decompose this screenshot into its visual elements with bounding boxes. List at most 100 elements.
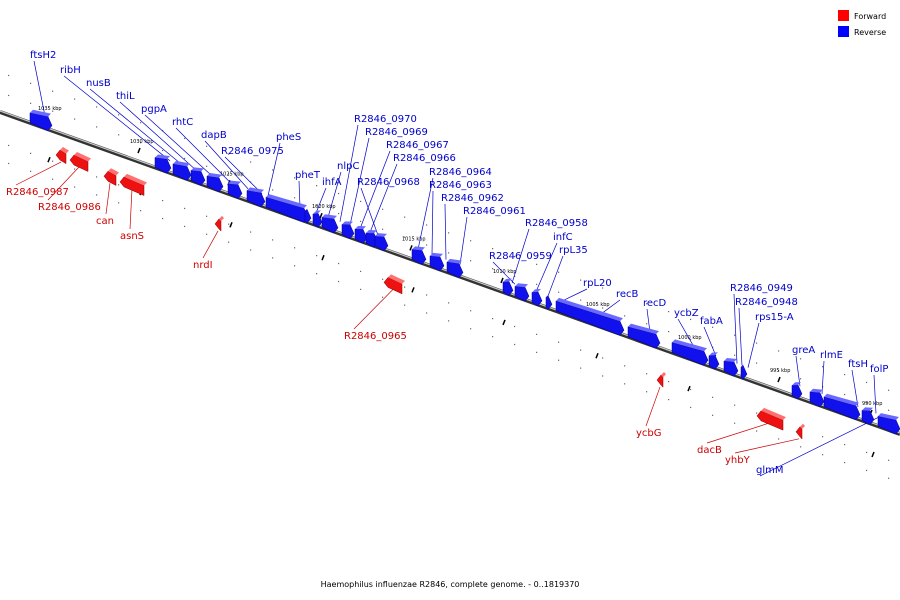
scale-label: 1005 kbp [586, 302, 610, 308]
gene-arrow-thil[interactable] [190, 167, 206, 186]
ruler-dot [866, 381, 868, 384]
ruler-dot [360, 200, 362, 202]
gene-arrow-nrdi[interactable] [214, 215, 224, 232]
ruler-dot [668, 310, 670, 313]
gene-label-r2846-0949: R2846_0949 [730, 283, 793, 294]
ruler-dot [602, 287, 604, 289]
gene-arrow-yhby[interactable] [795, 423, 805, 440]
ruler-dot [756, 412, 758, 414]
gene-arrow-ycbg[interactable] [656, 372, 666, 388]
scale-tick-lower [229, 222, 233, 228]
ruler-dot [52, 178, 54, 180]
gene-arrow-asns[interactable] [119, 173, 147, 196]
legend-reverse-swatch [838, 26, 849, 37]
ruler-dot [140, 142, 142, 144]
gene-arrow-r2846-0987[interactable] [55, 147, 69, 165]
gene-label-r2846-0975: R2846_0975 [221, 146, 284, 157]
gene-arrow-r2846-0964[interactable] [446, 258, 464, 278]
ruler-dot [866, 401, 868, 404]
ruler-dot [316, 255, 318, 257]
connector-r2846-0959 [492, 261, 516, 285]
ruler-dot [96, 176, 98, 178]
connector-r2846-0961 [459, 216, 468, 265]
scale-tick-lower [595, 352, 599, 359]
gene-arrow-r2846-0962[interactable] [514, 283, 530, 302]
connector-pgpa [144, 114, 213, 177]
ruler-dot [558, 341, 560, 343]
gene-arrow-dapb[interactable] [246, 187, 266, 208]
ruler-dot [536, 283, 538, 285]
connector-ycbg [645, 386, 661, 427]
ruler-dot [580, 349, 582, 351]
gene-label-ihfa: ihfA [322, 177, 342, 188]
gene-arrow-rps15-a[interactable] [877, 413, 900, 435]
gene-label-pgpa: pgpA [141, 104, 167, 115]
gene-arrow-r2846-0965[interactable] [383, 274, 405, 295]
gene-labels: ftsH2ribHnusBthiLpgpArhtCdapBR2846_0975p… [6, 50, 888, 476]
gene-arrows[interactable] [29, 109, 900, 440]
connector-r2846-0958 [511, 228, 530, 284]
gene-arrow-r2846-0975[interactable] [265, 194, 309, 223]
ruler-dot [558, 291, 560, 293]
connector-asns [129, 188, 133, 230]
ruler-dot [778, 438, 780, 440]
ruler-dot [756, 430, 758, 432]
connector-ftsh [851, 369, 859, 408]
gene-arrow-nlpc[interactable] [341, 221, 355, 239]
gene-arrow-phes[interactable] [304, 206, 312, 224]
gene-arrow-rhtc[interactable] [227, 180, 243, 199]
ruler-dot [844, 373, 846, 376]
ruler-dot [96, 106, 98, 108]
ruler-dot [734, 404, 736, 406]
connector-rlme [821, 360, 825, 395]
ruler-dot [734, 422, 736, 424]
gene-arrow-dacb[interactable] [756, 407, 786, 431]
gene-arrow-r2846-0948[interactable] [861, 407, 875, 426]
scale-tick-lower [47, 156, 51, 163]
scale-label: 995 kbp [770, 368, 790, 374]
ruler-dot [448, 320, 450, 322]
gene-label-r2846-0966: R2846_0966 [393, 153, 456, 164]
gene-arrow-rpl20[interactable] [708, 352, 720, 370]
gene-arrow-recb[interactable] [723, 358, 739, 377]
ruler-dot [206, 233, 208, 235]
gene-label-asns: asnS [120, 231, 144, 242]
gene-arrow-r2846-0949[interactable] [823, 393, 861, 420]
connector-glmm [759, 415, 883, 477]
gene-label-nrdi: nrdI [193, 260, 213, 271]
gene-arrow-nusb[interactable] [172, 160, 192, 181]
scale-tick-lower [687, 385, 691, 392]
ruler-dot [778, 350, 780, 352]
gene-arrow-ihfa[interactable] [321, 214, 339, 234]
gene-label-phet: pheT [295, 170, 321, 181]
connector-phet [298, 180, 301, 208]
gene-arrow-recd[interactable] [740, 362, 748, 380]
ruler-dot [360, 288, 362, 290]
gene-arrow-rpl35[interactable] [627, 323, 661, 349]
gene-arrow-ribh[interactable] [154, 154, 172, 174]
gene-arrow-r2846-0968[interactable] [429, 252, 445, 272]
gene-arrow-r2846-0967[interactable] [374, 233, 389, 252]
gene-arrow-infc[interactable] [555, 297, 625, 336]
gene-arrow-ycbz[interactable] [791, 381, 803, 400]
gene-arrow-r2846-0986[interactable] [69, 152, 91, 172]
gene-arrow-r2846-0966[interactable] [411, 246, 427, 265]
gene-arrow-r2846-0970[interactable] [354, 226, 368, 244]
ruler-dot [734, 334, 736, 336]
ruler-dot [250, 161, 252, 163]
ruler-dot [118, 134, 120, 136]
gene-arrow-phet[interactable] [312, 210, 323, 228]
gene-arrow-pgpa[interactable] [206, 173, 224, 193]
gene-arrow-r2846-0958[interactable] [545, 292, 553, 310]
ruler-dot [184, 207, 186, 210]
gene-arrow-r2846-0963[interactable] [502, 278, 514, 296]
gene-arrow-ftsh2[interactable] [29, 109, 53, 131]
ruler-dot [888, 389, 890, 391]
connector-rps15-a [747, 322, 760, 368]
gene-arrow-r2846-0959[interactable] [671, 339, 709, 366]
gene-label-r2846-0987: R2846_0987 [6, 187, 69, 198]
gene-arrow-can[interactable] [103, 168, 119, 186]
gene-arrow-r2846-0961[interactable] [531, 288, 543, 307]
gene-arrow-faba[interactable] [809, 388, 825, 408]
ruler-dot [536, 351, 538, 353]
